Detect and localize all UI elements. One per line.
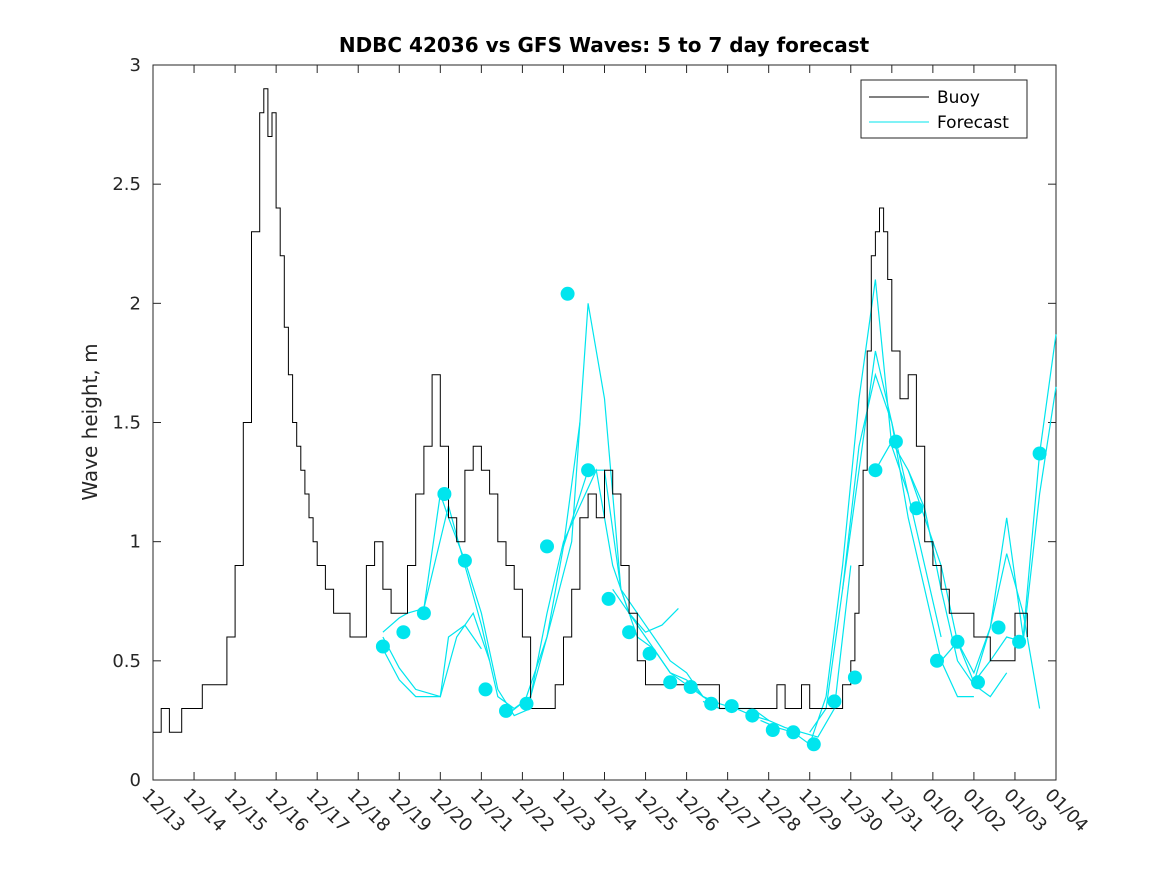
forecast-marker [457,553,472,568]
forecast-line-9 [760,279,909,746]
buoy-series [153,88,1028,733]
forecast-marker [1012,634,1027,649]
x-tick-label: 12/13 [137,785,189,837]
forecast-marker [540,539,554,554]
x-tick-label: 12/18 [343,785,395,837]
forecast-marker [827,694,842,709]
forecast-marker [971,675,985,690]
forecast-marker [704,696,719,711]
forecast-line-1 [382,611,491,698]
forecast-marker [765,723,780,737]
x-tick-label: 12/22 [507,785,559,837]
forecast-marker [745,708,760,723]
y-tick-label: 1 [130,532,141,553]
forecast-marker [991,620,1006,635]
x-tick-label: 12/20 [425,785,477,837]
forecast-marker [806,737,821,752]
x-tick-label: 12/17 [302,785,354,837]
forecast-marker [724,699,739,714]
forecast-marker [930,653,944,668]
forecast-line-11 [842,350,974,698]
legend: Buoy Forecast [860,79,1028,139]
forecast-line-14 [940,334,1057,685]
forecast-marker [663,675,678,690]
forecast-marker [437,487,452,501]
y-tick-label: 2 [130,293,141,314]
legend-box [860,79,1028,139]
forecast-marker [560,286,575,301]
x-tick-label: 12/24 [589,785,641,837]
forecast-marker [416,606,431,621]
legend-buoy-label: Buoy [937,88,980,108]
forecast-marker [888,434,903,449]
x-tick-label: 12/16 [261,785,313,837]
x-tick-label: 12/28 [753,785,805,837]
x-tick-label: 12/29 [794,785,846,837]
chart-title: NDBC 42036 vs GFS Waves: 5 to 7 day fore… [339,33,870,57]
x-tick-label: 12/19 [384,785,436,837]
x-tick-label: 12/27 [712,785,764,837]
x-tick-label: 01/03 [999,785,1051,837]
y-axis-label: Wave height, m [78,343,102,500]
x-tick-label: 01/02 [958,785,1010,837]
forecast-marker [847,670,862,685]
y-tick-label: 0.5 [112,651,141,672]
forecast-marker [375,639,390,654]
x-tick-label: 12/23 [548,785,600,837]
forecast-marker [1032,446,1047,461]
forecast-marker [683,680,698,694]
forecast-marker [786,725,801,740]
forecast-marker [909,501,924,516]
x-tick-label: 12/26 [671,785,723,837]
forecast-marker [868,463,883,478]
legend-forecast-label: Forecast [937,113,1009,133]
forecast-marker [642,646,657,661]
forecast-marker [478,682,493,697]
y-tick-label: 1.5 [112,413,141,434]
buoy-line [153,88,1028,733]
forecast-marker [622,625,637,640]
x-tick-label: 12/14 [179,785,231,837]
x-tick-label: 01/04 [1040,785,1092,837]
forecast-marker [601,591,616,606]
x-tick-label: 12/15 [220,785,272,837]
y-tick-label: 2.5 [112,174,141,195]
x-tick-label: 12/31 [876,785,928,837]
y-axis: 0 0.5 1 1.5 2 2.5 3 [112,55,1056,791]
forecast-markers [375,286,1047,752]
x-tick-label: 12/21 [466,785,518,837]
y-tick-label: 3 [130,55,141,76]
y-tick-label: 0 [130,770,141,791]
x-tick-label: 01/01 [917,785,969,837]
x-tick-label: 12/25 [630,785,682,837]
forecast-marker [499,703,513,718]
forecast-marker [950,634,965,649]
forecast-marker [396,625,411,640]
forecast-line-10 [809,372,942,733]
forecast-marker [519,696,534,711]
x-tick-label: 12/30 [835,785,887,837]
forecast-marker [581,463,596,478]
plot-area [152,64,1057,781]
